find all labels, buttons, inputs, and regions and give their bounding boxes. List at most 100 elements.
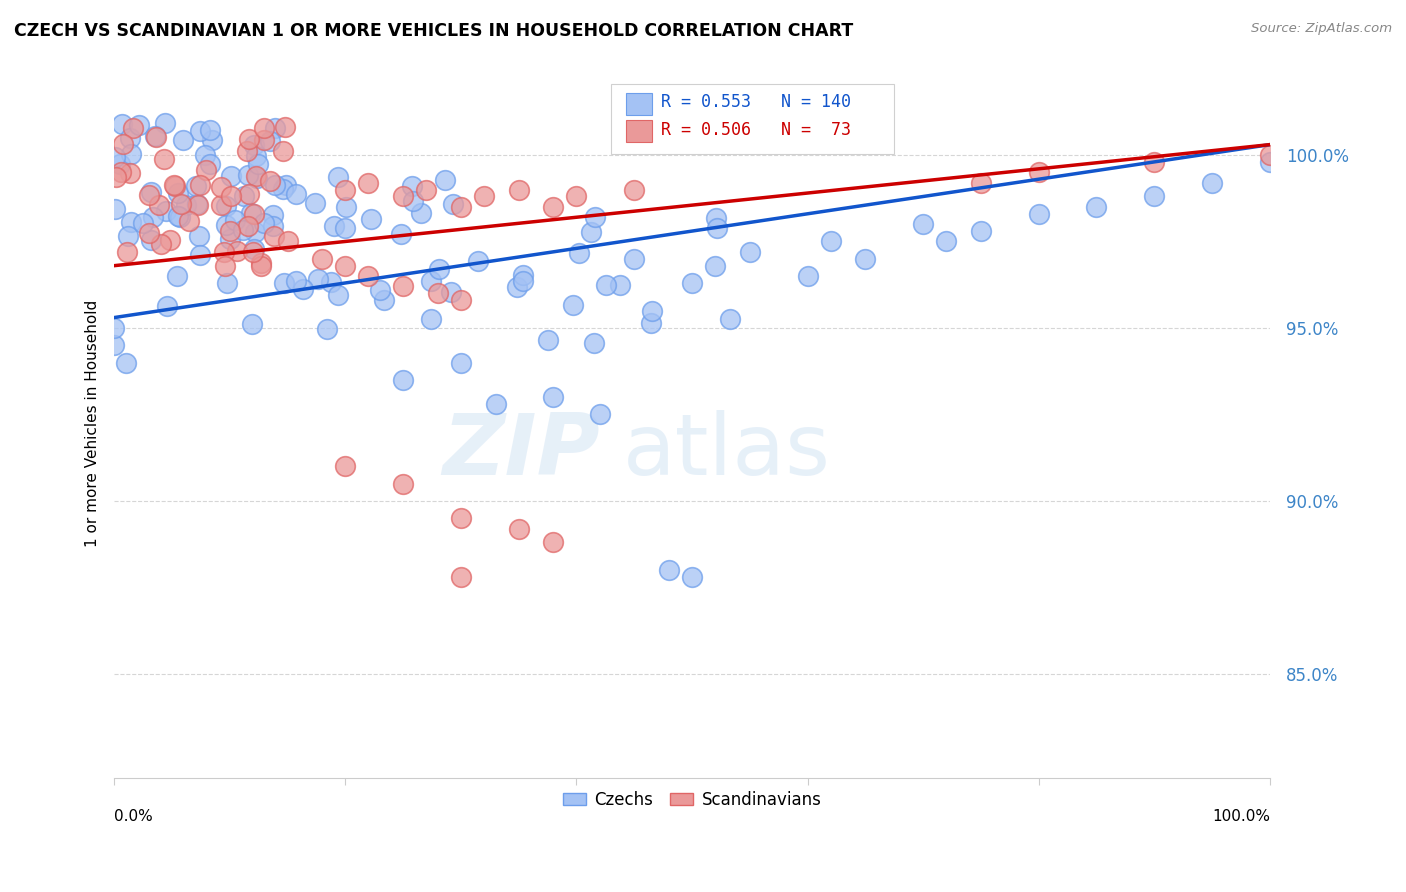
Point <box>172 133 194 147</box>
Point <box>240 317 263 331</box>
Point <box>360 212 382 227</box>
Point <box>245 149 267 163</box>
Point <box>704 211 727 225</box>
Point <box>242 242 264 256</box>
Point <box>434 172 457 186</box>
Point <box>218 224 240 238</box>
Point <box>187 229 209 244</box>
Point <box>738 244 761 259</box>
Bar <box>626 120 651 142</box>
Point <box>114 355 136 369</box>
Point <box>450 355 472 369</box>
Point <box>165 179 187 194</box>
Point <box>271 145 294 159</box>
Point <box>224 212 246 227</box>
Point <box>104 169 127 184</box>
Point <box>120 215 142 229</box>
Point <box>415 183 437 197</box>
Point <box>236 144 259 158</box>
Point <box>796 268 818 283</box>
Point <box>561 297 583 311</box>
Point <box>246 157 269 171</box>
Point <box>215 276 238 290</box>
Point <box>537 333 560 347</box>
Point <box>262 219 284 234</box>
Point <box>508 522 530 536</box>
Point <box>326 169 349 184</box>
Point <box>152 152 174 166</box>
Point <box>132 216 155 230</box>
Point <box>186 179 208 194</box>
Text: atlas: atlas <box>623 410 831 493</box>
Point <box>472 189 495 203</box>
Point <box>323 219 346 233</box>
Point <box>853 252 876 266</box>
Point <box>582 336 605 351</box>
Point <box>259 135 281 149</box>
Point <box>187 198 209 212</box>
Point <box>392 279 415 293</box>
Point <box>565 189 588 203</box>
Point <box>120 131 142 145</box>
Point <box>583 210 606 224</box>
Text: R = 0.553   N = 140: R = 0.553 N = 140 <box>661 93 851 111</box>
Point <box>243 207 266 221</box>
Point <box>219 169 242 183</box>
Point <box>174 197 197 211</box>
Point <box>149 237 172 252</box>
Point <box>1201 176 1223 190</box>
Point <box>704 259 727 273</box>
Point <box>249 255 271 269</box>
Point <box>595 277 617 292</box>
Point <box>111 117 134 131</box>
Point <box>681 570 703 584</box>
Point <box>238 132 260 146</box>
Point <box>219 232 242 246</box>
Point <box>820 235 842 249</box>
Point <box>245 169 267 183</box>
Point <box>263 228 285 243</box>
Point <box>706 221 728 235</box>
Point <box>253 216 276 230</box>
Point <box>467 254 489 268</box>
Point <box>277 235 299 249</box>
Point <box>658 563 681 577</box>
Bar <box>626 94 651 114</box>
Point <box>316 322 339 336</box>
Point <box>512 275 534 289</box>
Point <box>291 282 314 296</box>
Point <box>120 147 142 161</box>
Point <box>167 210 190 224</box>
Point <box>450 570 472 584</box>
Point <box>1258 155 1281 169</box>
Point <box>214 259 236 273</box>
Point <box>641 303 664 318</box>
Point <box>640 316 662 330</box>
Point <box>579 225 602 239</box>
Point <box>242 244 264 259</box>
Point <box>623 183 645 197</box>
Point <box>609 277 631 292</box>
Point <box>368 283 391 297</box>
Point <box>335 183 357 197</box>
Point <box>681 276 703 290</box>
Point <box>1028 207 1050 221</box>
Point <box>420 312 443 326</box>
Legend: Czechs, Scandinavians: Czechs, Scandinavians <box>555 784 828 815</box>
Point <box>273 276 295 290</box>
Point <box>274 120 297 135</box>
FancyBboxPatch shape <box>612 84 894 153</box>
Point <box>232 222 254 236</box>
Point <box>163 178 186 193</box>
Point <box>198 123 221 137</box>
Point <box>441 196 464 211</box>
Point <box>238 187 260 202</box>
Point <box>259 174 281 188</box>
Point <box>373 293 395 307</box>
Point <box>200 157 222 171</box>
Point <box>250 260 273 274</box>
Point <box>215 199 238 213</box>
Point <box>450 293 472 308</box>
Point <box>120 165 142 179</box>
Point <box>112 136 135 151</box>
